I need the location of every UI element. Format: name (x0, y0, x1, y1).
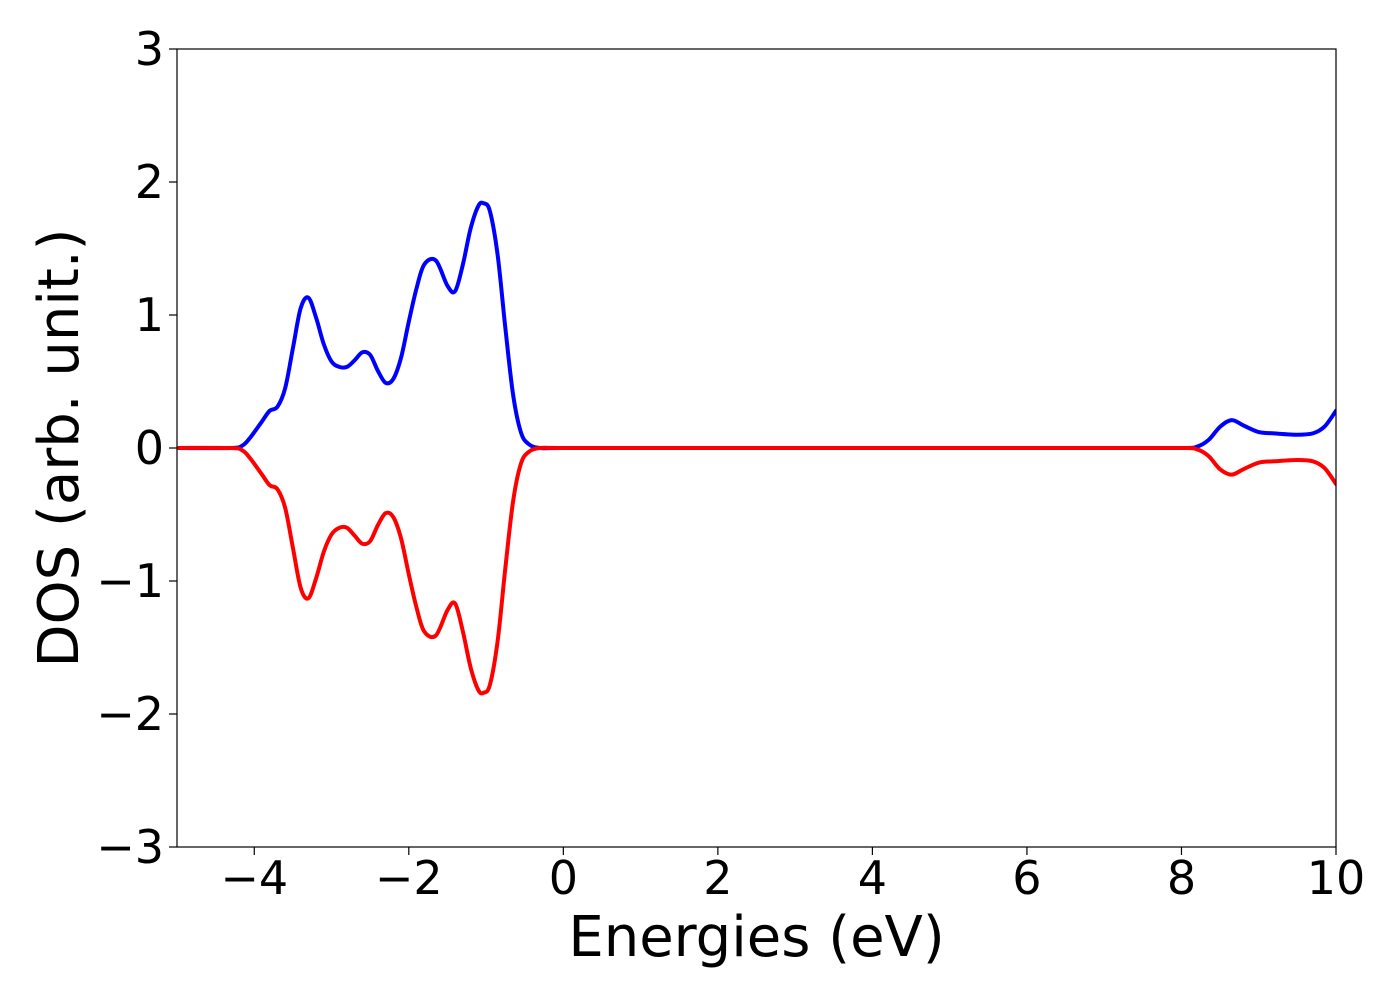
x-axis-label: Energies (eV) (568, 905, 944, 970)
x-tick-label: −4 (220, 851, 288, 905)
y-tick-label: 1 (135, 288, 164, 342)
x-tick-label: 2 (703, 851, 732, 905)
y-tick-label: 0 (135, 421, 164, 475)
series-layer (177, 200, 1336, 696)
x-tick-label: 4 (858, 851, 887, 905)
y-tick-label: −2 (96, 687, 164, 741)
x-tick-label: 10 (1307, 851, 1366, 905)
y-tick-label: 3 (135, 22, 164, 76)
y-tick-label: −1 (96, 554, 164, 608)
x-tick-label: 6 (1012, 851, 1041, 905)
series-line-blue (177, 200, 1336, 451)
x-tick-label: −2 (375, 851, 443, 905)
x-tick-label: 8 (1167, 851, 1196, 905)
y-tick-label: 2 (135, 155, 164, 209)
series-line-red (177, 445, 1336, 696)
y-axis-label: DOS (arb. unit.) (27, 228, 92, 667)
y-tick-label: −3 (96, 820, 164, 874)
x-tick-label: 0 (549, 851, 578, 905)
